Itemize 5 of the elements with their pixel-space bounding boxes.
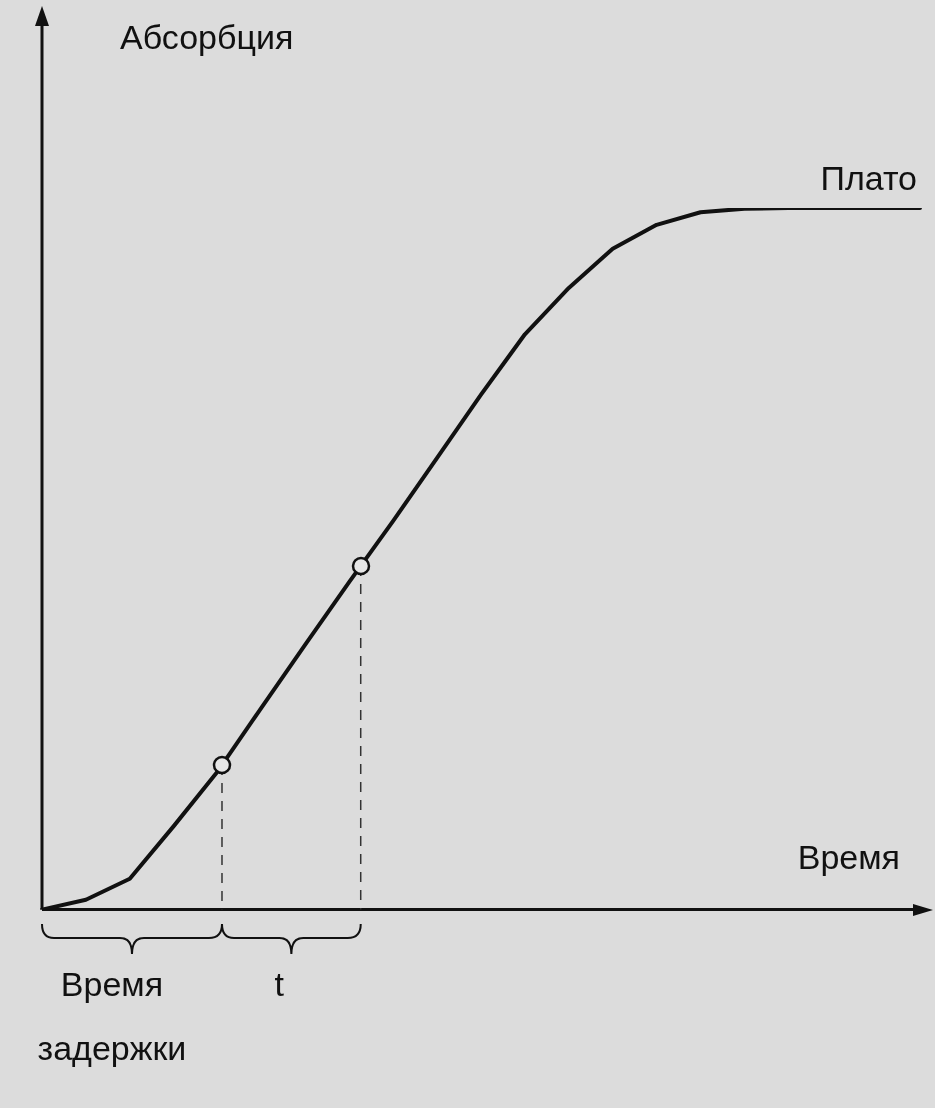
y-axis-title: Абсорбция <box>120 18 294 57</box>
text: Плато <box>820 158 917 199</box>
x-axis-title: Время <box>797 837 900 876</box>
text: t <box>273 963 286 1005</box>
text: Время задержки <box>36 963 188 1070</box>
